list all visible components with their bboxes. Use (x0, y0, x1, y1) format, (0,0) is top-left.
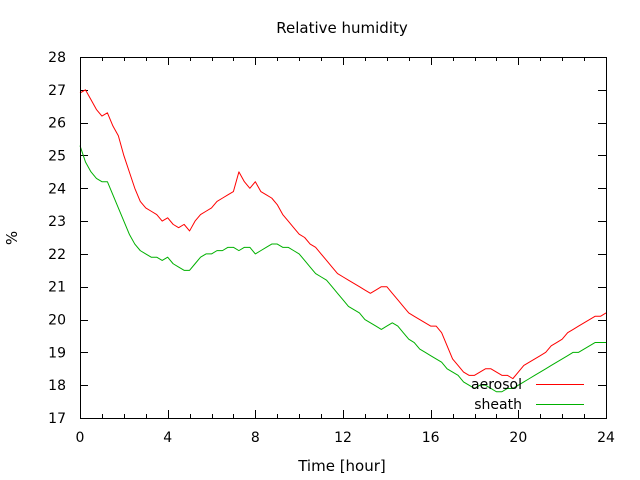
y-tick-label: 23 (48, 214, 66, 230)
legend-label-aerosol: aerosol (471, 377, 522, 393)
x-tick-label: 20 (509, 430, 527, 446)
chart-title: Relative humidity (276, 19, 408, 37)
y-tick-label: 17 (48, 411, 66, 427)
x-tick-label: 0 (76, 430, 85, 446)
y-tick-label: 27 (48, 83, 66, 99)
x-tick-label: 8 (251, 430, 260, 446)
y-tick-label: 25 (48, 148, 66, 164)
x-tick-label: 4 (163, 430, 172, 446)
x-tick-label: 24 (597, 430, 615, 446)
plot-frame (80, 57, 607, 419)
series-line-aerosol (79, 89, 607, 380)
y-axis-label: % (3, 231, 21, 245)
y-tick-label: 28 (48, 50, 66, 66)
x-tick-label: 16 (422, 430, 440, 446)
y-tick-label: 26 (48, 116, 66, 132)
y-tick-label: 21 (48, 280, 66, 296)
series-line-sheath (79, 145, 606, 393)
axis-ticks (80, 57, 607, 419)
x-tick-label: 12 (334, 430, 352, 446)
y-tick-label: 18 (48, 378, 66, 394)
y-tick-label: 24 (48, 181, 66, 197)
legend: aerosol sheath (471, 377, 584, 413)
legend-label-sheath: sheath (474, 397, 522, 413)
y-tick-label: 20 (48, 313, 66, 329)
x-tick-labels: 0 4 8 12 16 20 24 (76, 430, 615, 446)
y-tick-labels: 17 18 19 20 21 22 23 24 25 26 27 28 (48, 50, 66, 427)
y-tick-label: 22 (48, 247, 66, 263)
series-layer (79, 89, 607, 393)
x-axis-label: Time [hour] (297, 457, 386, 475)
y-tick-label: 19 (48, 345, 66, 361)
